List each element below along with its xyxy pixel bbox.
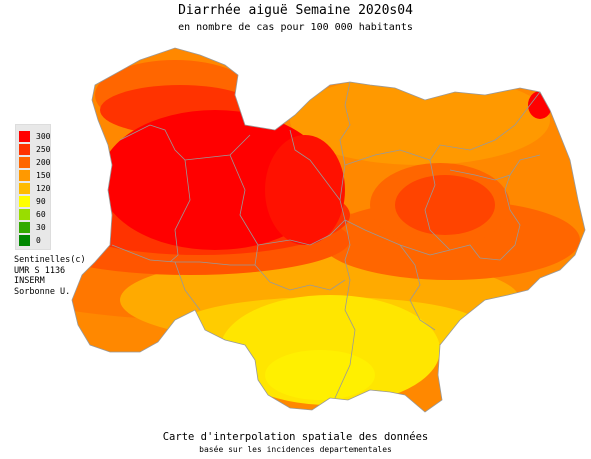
legend-swatch <box>19 144 30 155</box>
legend-label: 90 <box>36 197 46 206</box>
legend-item: 60 <box>19 209 46 220</box>
credit-line: Sentinelles(c) <box>14 255 86 265</box>
map-subtitle: en nombre de cas pour 100 000 habitants <box>178 22 413 33</box>
legend-item: 90 <box>19 196 46 207</box>
legend-label: 150 <box>36 171 51 180</box>
credit-line: INSERM <box>14 276 45 286</box>
credit-line: UMR S 1136 <box>14 265 66 276</box>
legend-swatch <box>19 183 30 194</box>
legend-label: 60 <box>36 210 46 219</box>
credit-line: Sorbonne U. <box>14 286 71 297</box>
legend-label: 30 <box>36 223 46 232</box>
footer-caption: Carte d'interpolation spatiale des donné… <box>162 431 429 443</box>
legend-swatch <box>19 157 30 168</box>
legend-swatch <box>19 222 30 233</box>
legend-item: 200 <box>19 157 50 168</box>
legend-item: 300 <box>19 131 50 142</box>
legend-swatch <box>19 196 30 207</box>
department-borders <box>71 47 586 413</box>
legend-swatch <box>19 131 30 142</box>
legend-item: 120 <box>19 183 50 194</box>
map-title: Diarrhée aiguë Semaine 2020s04 <box>178 3 413 18</box>
legend-swatch <box>19 209 30 220</box>
legend-item: 150 <box>19 170 50 181</box>
legend-swatch <box>19 170 30 181</box>
legend-label: 0 <box>36 236 41 245</box>
legend-label: 120 <box>36 184 51 193</box>
legend-item: 0 <box>19 235 41 246</box>
credits: Sentinelles(c) UMR S 1136 INSERM Sorbonn… <box>14 255 86 297</box>
color-legend: 300 250 200 150 120 90 60 30 0 <box>15 124 51 250</box>
legend-swatch <box>19 235 30 246</box>
footer-subcaption: basée sur les incidences departementales <box>199 445 392 454</box>
legend-label: 300 <box>36 132 51 141</box>
legend-item: 250 <box>19 144 50 155</box>
legend-item: 30 <box>19 222 46 233</box>
legend-label: 250 <box>36 145 51 154</box>
legend-label: 200 <box>36 158 51 167</box>
